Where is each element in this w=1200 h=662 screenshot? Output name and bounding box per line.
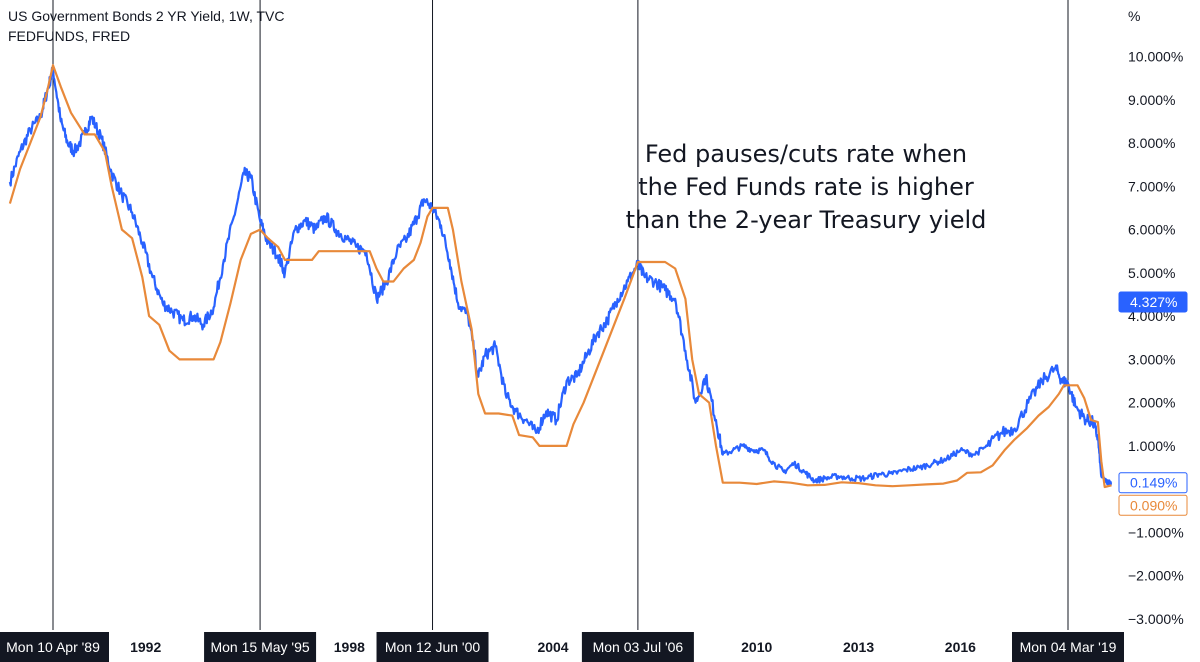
legend: US Government Bonds 2 YR Yield, 1W, TVC … [8, 8, 285, 44]
x-tick-label-2: 1998 [334, 639, 365, 655]
marker-label-box-4 [581, 632, 694, 662]
y-tick-label-1: 10.000% [1128, 49, 1183, 65]
x-tick-label-6: 2016 [945, 639, 976, 655]
marker-label-3: Mon 12 Jun '00 [385, 639, 481, 655]
y-tick-label-2: 9.000% [1128, 92, 1175, 108]
annotation-line-1: Fed pauses/cuts rate when [645, 140, 967, 168]
y-tick-label-14: −3.000% [1128, 611, 1184, 627]
y-tick-label-3: 8.000% [1128, 135, 1175, 151]
x-tick-label-3: 2004 [537, 639, 568, 655]
last-value-badge-box [1118, 291, 1188, 313]
marker-label-box-1 [0, 632, 109, 662]
marker-label-box-3 [376, 632, 489, 662]
series-line-1 [8, 66, 1113, 487]
marker-label-box-2 [204, 632, 317, 662]
marker-label-1: Mon 10 Apr '89 [6, 639, 100, 655]
marker-label-box-5 [1012, 632, 1124, 662]
current-value-badge-2yr-box [1118, 472, 1188, 494]
y-tick-label-10: 1.000% [1128, 438, 1175, 454]
y-tick-label-8: 3.000% [1128, 351, 1175, 367]
annotation: Fed pauses/cuts rate when the Fed Funds … [626, 140, 987, 234]
last-value-badge: 4.327% [1130, 294, 1177, 310]
y-tick-label-4: 7.000% [1128, 178, 1175, 194]
legend-series-1: US Government Bonds 2 YR Yield, 1W, TVC [8, 8, 285, 24]
y-tick-label-5: 6.000% [1128, 222, 1175, 238]
marker-label-4: Mon 03 Jul '06 [593, 639, 684, 655]
legend-series-2: FEDFUNDS, FRED [8, 28, 130, 44]
y-tick-label-13: −2.000% [1128, 568, 1184, 584]
marker-label-2: Mon 15 May '95 [210, 639, 309, 655]
y-tick-label-12: −1.000% [1128, 524, 1184, 540]
x-tick-label-4: 2010 [741, 639, 772, 655]
value-badges: 4.327% 0.149% 0.090% [1118, 291, 1188, 516]
y-axis-unit: % [1128, 8, 1140, 24]
event-markers [52, 0, 1069, 630]
y-tick-label-6: 5.000% [1128, 265, 1175, 281]
x-tick-label-5: 2013 [843, 639, 874, 655]
current-value-badge-2yr: 0.149% [1130, 475, 1177, 491]
annotation-line-2: the Fed Funds rate is higher [638, 173, 974, 201]
x-axis: Mon 10 Apr '89 Mon 15 May '95 Mon 12 Jun '… [0, 632, 1124, 662]
current-value-badge-fedfunds: 0.090% [1130, 497, 1177, 513]
current-value-badge-fedfunds-box [1118, 494, 1188, 516]
y-tick-label-9: 2.000% [1128, 395, 1175, 411]
series-line-2 [8, 64, 1112, 489]
y-axis: 10.000%9.000%8.000%7.000%6.000%5.000%4.0… [1128, 49, 1184, 628]
annotation-line-3: than the 2-year Treasury yield [626, 206, 987, 234]
marker-label-5: Mon 04 Mar '19 [1020, 639, 1117, 655]
series-lines [8, 64, 1113, 489]
x-tick-label-1: 1992 [130, 639, 161, 655]
